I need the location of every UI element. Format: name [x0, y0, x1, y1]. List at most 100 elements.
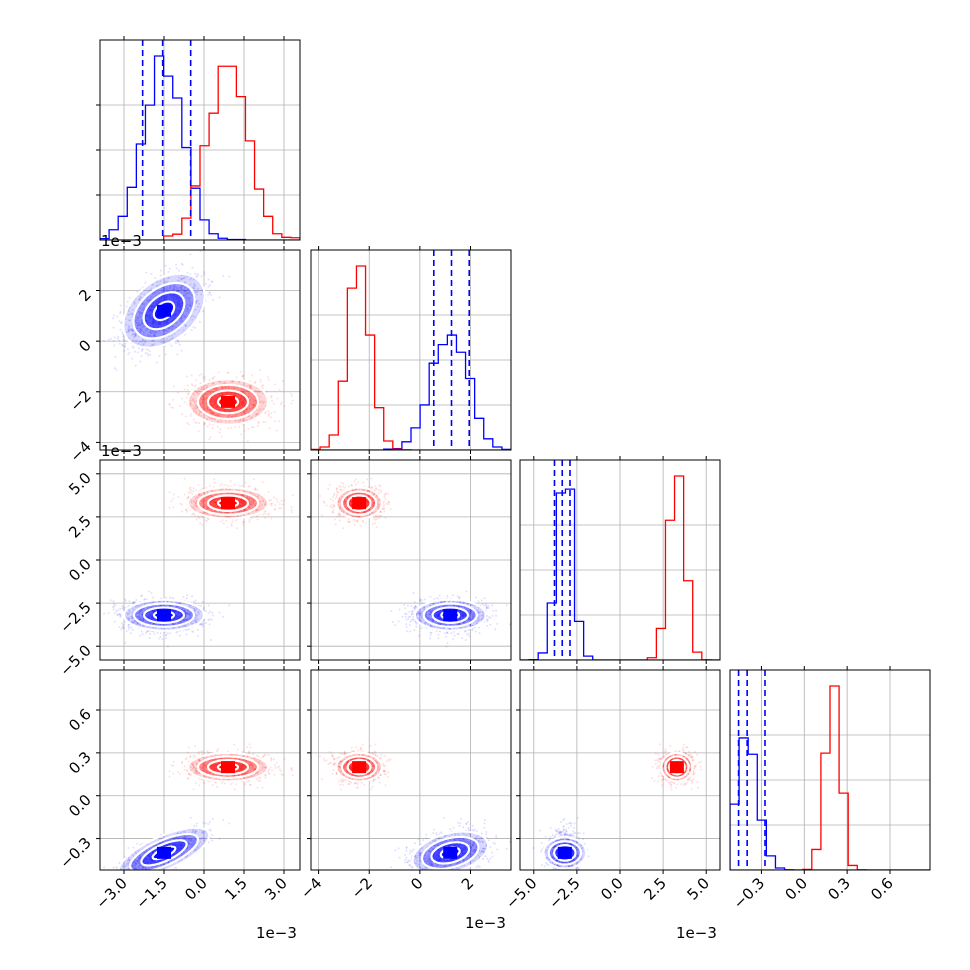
sample-point: [214, 394, 217, 397]
sample-point: [127, 626, 130, 629]
sample-point: [185, 633, 188, 636]
sample-point: [193, 514, 196, 517]
sample-point: [138, 321, 141, 324]
sample-point: [124, 339, 127, 342]
sample-point: [201, 401, 204, 404]
sample-point: [103, 612, 106, 615]
sample-point: [145, 315, 148, 318]
sample-point: [114, 355, 117, 358]
sample-point: [165, 322, 168, 325]
sample-point: [250, 516, 253, 519]
sample-point: [290, 402, 293, 405]
sample-point: [151, 323, 154, 326]
sample-point: [192, 490, 195, 493]
sample-point: [180, 319, 183, 322]
sample-point: [205, 392, 208, 395]
panel-content: [319, 477, 511, 648]
sample-point: [153, 334, 156, 337]
sample-point: [254, 399, 257, 402]
sample-point: [150, 295, 153, 298]
sample-point: [132, 329, 135, 332]
sample-point: [213, 481, 216, 484]
sample-point: [194, 384, 197, 387]
sample-point: [170, 337, 173, 340]
sample-point: [153, 334, 156, 337]
sample-point: [236, 407, 239, 410]
sample-point: [169, 632, 172, 635]
sample-point: [139, 330, 142, 333]
sample-point: [205, 520, 208, 523]
sample-point: [180, 277, 183, 280]
sample-point: [189, 396, 192, 399]
sample-point: [175, 303, 178, 306]
sample-point: [205, 398, 208, 401]
sample-point: [245, 385, 248, 388]
sample-point: [254, 399, 257, 402]
sample-point: [228, 391, 231, 394]
sample-point: [171, 288, 174, 291]
sample-point: [233, 393, 236, 396]
sample-point: [175, 286, 178, 289]
sample-point: [179, 308, 182, 311]
sample-point: [203, 375, 206, 378]
sample-point: [176, 353, 179, 356]
sample-point: [145, 320, 148, 323]
sample-point: [215, 406, 218, 409]
sample-point: [189, 297, 192, 300]
sample-point: [178, 302, 181, 305]
sample-point: [175, 309, 178, 312]
sample-point: [189, 401, 192, 404]
sample-point: [199, 398, 202, 401]
sample-point: [109, 337, 112, 340]
sample-point: [166, 321, 169, 324]
sample-point: [169, 294, 172, 297]
sample-point: [136, 351, 139, 354]
sample-point: [142, 325, 145, 328]
sample-point: [220, 435, 223, 438]
sample-point: [141, 302, 144, 305]
sample-point: [203, 388, 206, 391]
sample-point: [179, 306, 182, 309]
sample-point: [181, 263, 184, 266]
sample-point: [140, 354, 143, 357]
sample-point: [152, 330, 155, 333]
sample-point: [175, 605, 178, 608]
sample-point: [180, 284, 183, 287]
sample-point: [192, 418, 195, 421]
sample-point: [159, 280, 162, 283]
sample-point: [267, 512, 270, 515]
sample-point: [184, 313, 187, 316]
sample-point: [203, 408, 206, 411]
sample-point: [243, 396, 246, 399]
sample-point: [139, 360, 142, 363]
sample-point: [134, 334, 137, 337]
sample-point: [117, 335, 120, 338]
sample-point: [478, 626, 481, 629]
sample-point: [216, 420, 219, 423]
sample-point: [240, 401, 243, 404]
sample-point: [160, 296, 163, 299]
sample-point: [241, 400, 244, 403]
sample-point: [230, 387, 233, 390]
sample-point: [238, 398, 241, 401]
sample-point: [209, 409, 212, 412]
sample-point: [195, 300, 198, 303]
sample-point: [166, 294, 169, 297]
sample-point: [165, 296, 168, 299]
sample-point: [137, 342, 140, 345]
sample-point: [185, 509, 188, 512]
sample-point: [138, 298, 141, 301]
sample-point: [252, 399, 255, 402]
sample-point: [113, 344, 116, 347]
sample-point: [205, 486, 208, 489]
sample-point: [239, 396, 242, 399]
sample-point: [172, 314, 175, 317]
sample-point: [214, 406, 217, 409]
sample-point: [173, 295, 176, 298]
sample-point: [122, 606, 125, 609]
sample-point: [199, 250, 202, 253]
sample-point: [230, 407, 233, 410]
sample-point: [218, 611, 221, 614]
sample-point: [127, 353, 130, 356]
sample-point: [123, 345, 126, 348]
